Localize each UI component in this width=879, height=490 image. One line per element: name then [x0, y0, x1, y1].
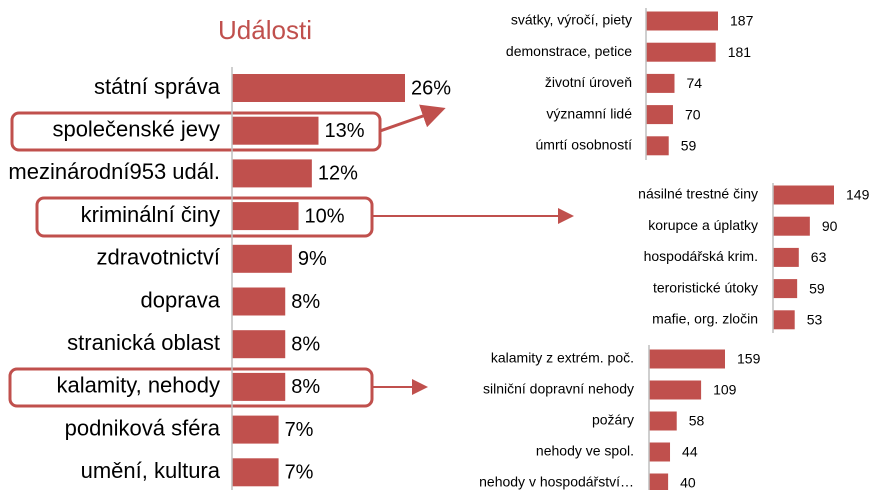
value-label: 74	[686, 75, 702, 91]
bar	[646, 136, 669, 156]
category-label: požáry	[592, 412, 634, 428]
bar	[649, 380, 702, 400]
bar	[232, 372, 286, 401]
category-label: podniková sféra	[65, 415, 221, 440]
category-label: doprava	[140, 287, 220, 312]
category-label: životní úroveň	[545, 74, 632, 90]
category-label: nehody ve spol.	[536, 443, 634, 459]
value-label: 10%	[305, 205, 345, 227]
value-label: 13%	[325, 120, 365, 142]
bar	[649, 349, 725, 369]
category-label: zdravotnictví	[97, 245, 221, 270]
category-label: umění, kultura	[81, 458, 221, 483]
category-label: nehody v hospodářství…	[479, 474, 634, 490]
category-label: kriminální činy	[81, 202, 220, 227]
value-label: 149	[846, 187, 870, 203]
bar	[232, 202, 299, 231]
highlights	[8, 104, 574, 408]
value-label: 181	[728, 44, 752, 60]
value-label: 8%	[291, 291, 320, 313]
value-label: 59	[809, 280, 825, 296]
bar	[646, 42, 716, 62]
chart-title: Události	[218, 15, 312, 45]
value-label: 44	[682, 444, 698, 460]
value-label: 7%	[285, 419, 314, 441]
value-label: 58	[689, 413, 705, 429]
value-label: 59	[681, 138, 697, 154]
bar	[232, 330, 286, 359]
bar	[773, 216, 810, 236]
category-label: demonstrace, petice	[506, 43, 632, 59]
value-label: 187	[730, 13, 754, 29]
bar	[773, 279, 798, 299]
category-label: významní lidé	[546, 105, 632, 121]
category-label: mezinárodní953 udál.	[8, 159, 220, 184]
value-label: 26%	[411, 77, 451, 99]
value-label: 12%	[318, 163, 358, 185]
bar	[232, 116, 319, 145]
bar	[773, 185, 834, 205]
category-label: teroristické útoky	[653, 279, 758, 295]
category-label: korupce a úplatky	[648, 217, 758, 233]
value-label: 9%	[298, 248, 327, 270]
category-label: kalamity, nehody	[57, 373, 220, 398]
category-label: společenské jevy	[52, 117, 220, 142]
value-label: 7%	[285, 462, 314, 484]
value-label: 70	[685, 106, 701, 122]
value-label: 8%	[291, 376, 320, 398]
value-label: 63	[811, 249, 827, 265]
value-label: 8%	[291, 333, 320, 355]
bar	[649, 442, 671, 462]
value-label: 90	[822, 218, 838, 234]
value-label: 53	[807, 312, 823, 328]
category-label: státní správa	[94, 74, 221, 99]
value-label: 40	[680, 475, 696, 490]
category-label: úmrtí osobností	[536, 137, 633, 153]
bar	[646, 73, 675, 93]
value-label: 159	[737, 351, 761, 367]
bar	[773, 310, 795, 330]
bar	[646, 11, 718, 31]
bar	[232, 287, 286, 316]
category-label: hospodářská krim.	[644, 248, 758, 264]
bar	[649, 473, 669, 490]
value-label: 109	[713, 382, 737, 398]
arrow	[379, 104, 446, 133]
bar	[232, 159, 312, 188]
category-label: násilné trestné činy	[638, 186, 758, 202]
bar	[232, 244, 292, 273]
bar	[232, 74, 405, 102]
bar	[773, 247, 799, 267]
bar	[646, 105, 673, 125]
category-label: mafie, org. zločin	[652, 311, 758, 327]
category-label: stranická oblast	[67, 330, 220, 355]
bar	[232, 458, 279, 487]
bar	[649, 411, 677, 431]
category-label: silniční dopravní nehody	[483, 381, 634, 397]
highlight-box	[10, 111, 382, 152]
category-label: svátky, výročí, piety	[511, 12, 632, 28]
category-label: kalamity z extrém. poč.	[491, 350, 634, 366]
bar	[232, 415, 279, 444]
